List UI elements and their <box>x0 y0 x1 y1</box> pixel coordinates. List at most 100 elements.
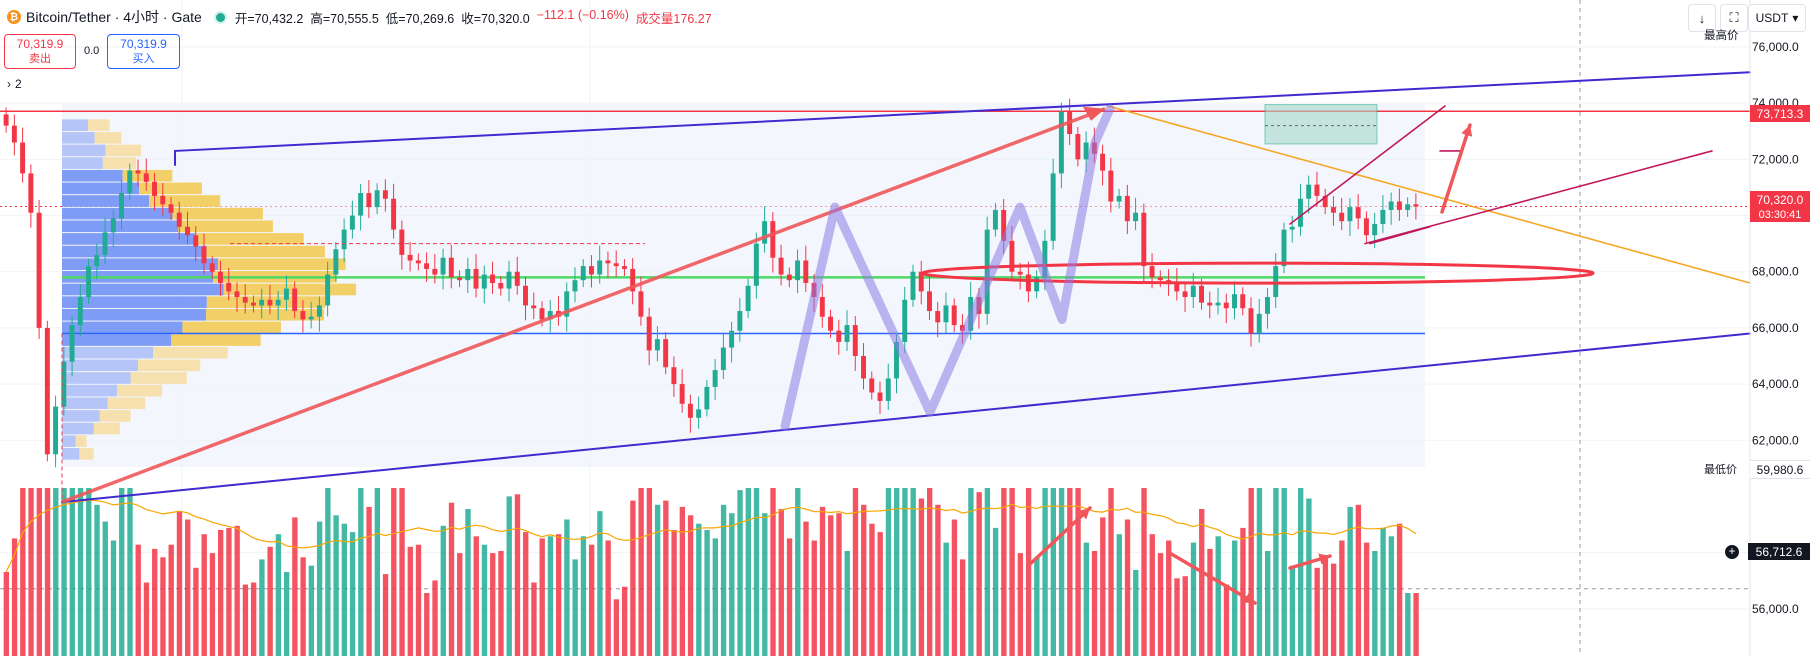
profile-bar-down <box>94 423 120 435</box>
candle-body <box>1298 199 1303 227</box>
volume-bar <box>836 513 841 656</box>
profile-bar-down <box>172 208 262 220</box>
volume-bar <box>737 490 742 656</box>
volume-bar <box>581 536 586 656</box>
candle-body <box>177 213 182 227</box>
profile-bar-up <box>62 435 76 447</box>
candle-body <box>1306 185 1311 199</box>
volume-bar <box>441 526 446 656</box>
candle-body <box>523 286 528 306</box>
volume-bar <box>1240 528 1245 656</box>
currency-select[interactable]: USDT ▾ <box>1748 4 1806 32</box>
candle-body <box>1265 297 1270 314</box>
candle-body <box>540 308 545 319</box>
highest-price-label: 最高价 <box>1704 27 1739 43</box>
candle-body <box>1232 294 1237 308</box>
candle-body <box>358 193 363 215</box>
price-tick-label: 72,000.0 <box>1752 152 1799 166</box>
volume-bar <box>605 541 610 656</box>
candle-body <box>127 171 132 193</box>
candle-body <box>1380 210 1385 224</box>
candle-body <box>886 378 891 400</box>
candle-body <box>465 269 470 280</box>
profile-bar-down <box>105 145 141 157</box>
symbol-title[interactable]: Bitcoin/Tether · 4小时 · Gate <box>26 7 202 27</box>
candle-body <box>1413 204 1418 206</box>
volume-bar <box>366 507 371 656</box>
candle-body <box>119 193 124 218</box>
arrow-down-icon: ↓ <box>1699 11 1706 26</box>
candle-body <box>1183 291 1188 297</box>
volume-bar <box>1108 488 1113 656</box>
volume-bar <box>259 559 264 656</box>
candle-body <box>869 378 874 392</box>
profile-bar-up <box>62 132 95 144</box>
candle-body <box>1026 275 1031 292</box>
volume-bar <box>507 496 512 656</box>
profile-bar-down <box>171 334 260 346</box>
candle-body <box>1314 185 1319 196</box>
profile-bar-up <box>62 410 100 422</box>
indicator-toggle[interactable]: › 2 <box>7 77 22 91</box>
candle-body <box>20 143 25 174</box>
candle-body <box>1158 277 1163 280</box>
volume-bar <box>927 488 932 656</box>
sell-button[interactable]: 70,319.9 卖出 <box>4 34 76 69</box>
volume-bar <box>1224 585 1229 656</box>
profile-bar-down <box>195 233 304 245</box>
buy-button[interactable]: 70,319.9 买入 <box>107 34 180 69</box>
volume-bar <box>1207 549 1212 656</box>
candle-body <box>1372 224 1377 235</box>
volume-bar <box>787 538 792 656</box>
candle-body <box>45 328 50 454</box>
add-alert-icon[interactable]: + <box>1724 544 1740 560</box>
candle-body <box>647 317 652 351</box>
volume-bar <box>754 488 759 656</box>
volume-bar <box>1133 570 1138 656</box>
candle-body <box>375 190 380 207</box>
candle-body <box>1150 266 1155 277</box>
candle-body <box>779 258 784 275</box>
candle-body <box>911 272 916 300</box>
candle-body <box>605 260 610 263</box>
volume-bar <box>1092 551 1097 656</box>
profile-bar-down <box>95 132 122 144</box>
volume-bar <box>226 528 231 656</box>
volume-bar <box>1306 499 1311 656</box>
profile-bar-up <box>62 119 88 131</box>
volume-bar <box>358 488 363 656</box>
volume-bar <box>515 494 520 656</box>
volume-bar <box>968 488 973 656</box>
volume-bar <box>531 583 536 656</box>
volume-bar <box>309 566 314 656</box>
volume-bar <box>622 587 627 656</box>
candle-body <box>292 289 297 311</box>
volume-bar <box>1009 488 1014 656</box>
candle-body <box>1249 308 1254 333</box>
candle-body <box>210 263 215 271</box>
price-tick-label: 66,000.0 <box>1752 321 1799 335</box>
ohlc-high: 高=70,555.5 <box>310 8 378 27</box>
volume-bar <box>399 488 404 656</box>
profile-bar-down <box>138 360 200 372</box>
volume-bar <box>70 488 75 656</box>
candle-body <box>490 275 495 283</box>
profile-bar-up <box>62 334 171 346</box>
volume-bar <box>350 532 355 656</box>
chart-header: ₿ Bitcoin/Tether · 4小时 · Gate 开=70,432.2… <box>0 0 712 34</box>
candle-body <box>70 325 75 362</box>
volume-bar <box>1323 555 1328 656</box>
candle-body <box>1364 218 1369 235</box>
candle-body <box>993 210 998 230</box>
candle-body <box>655 339 660 350</box>
volume-bar <box>1001 488 1006 656</box>
volume-bar <box>1084 543 1089 656</box>
candle-body <box>572 280 577 291</box>
profile-bar-down <box>79 448 93 460</box>
candle-body <box>1133 213 1138 221</box>
volume-bar <box>243 585 248 656</box>
candle-body <box>515 272 520 286</box>
candle-body <box>836 331 841 342</box>
candle-body <box>243 297 248 303</box>
